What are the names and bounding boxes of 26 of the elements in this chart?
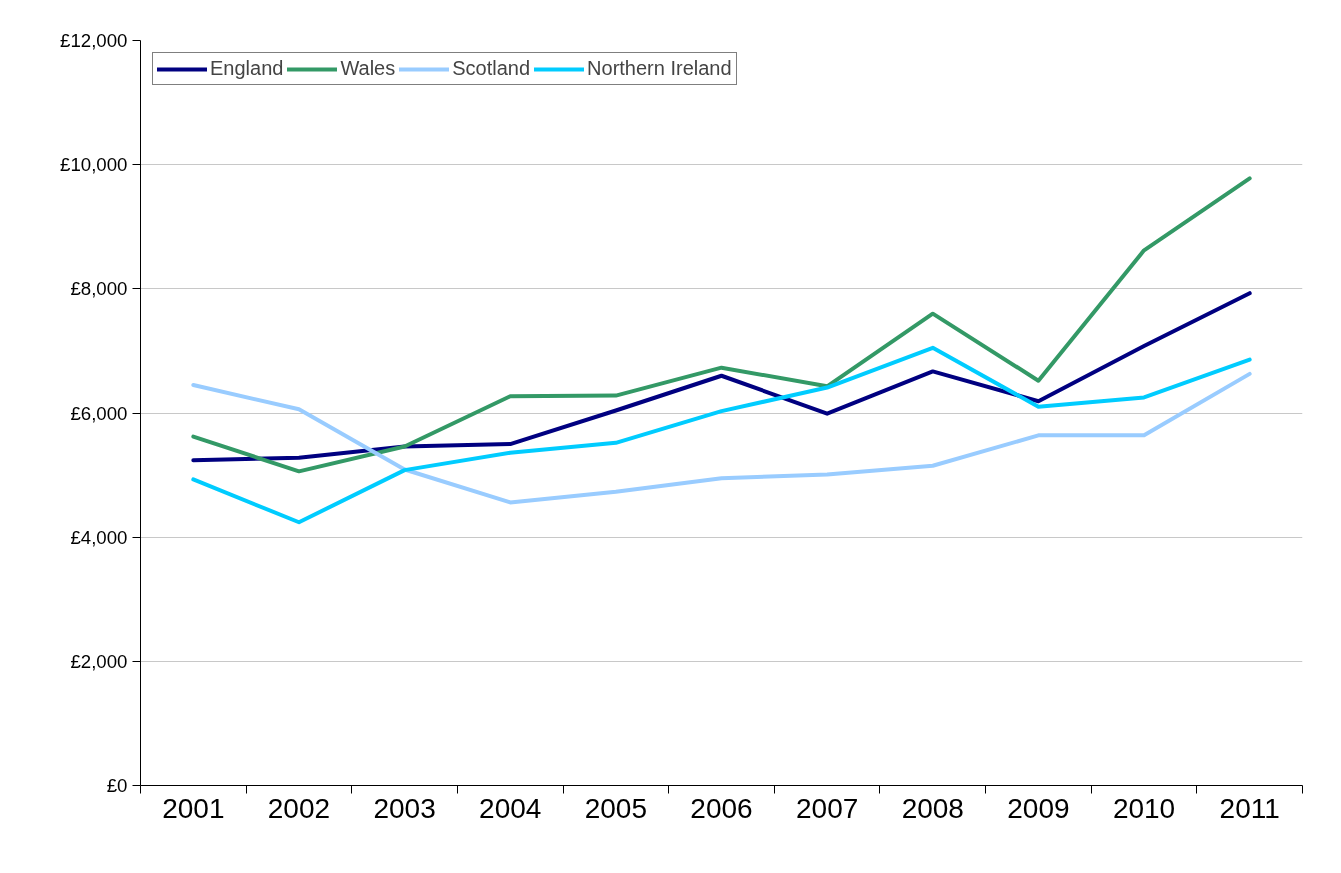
x-tick-label: 2006 <box>690 792 753 824</box>
line-series <box>191 345 1252 525</box>
legend-label: Scotland <box>452 57 531 80</box>
x-tick-label: 2004 <box>479 792 542 824</box>
legend-label: Northern Ireland <box>587 57 732 80</box>
x-tick-label: 2005 <box>584 792 648 824</box>
x-tick-label: 2001 <box>162 792 225 824</box>
line-series <box>191 371 1252 505</box>
x-tick-label: 2010 <box>1112 792 1176 824</box>
y-tick-label: £6,000 <box>70 402 128 424</box>
legend-label: England <box>210 57 284 80</box>
line-series <box>191 176 1252 474</box>
line-series <box>191 291 1252 463</box>
y-tick-label: £12,000 <box>60 30 128 51</box>
y-tick-label: £8,000 <box>70 278 128 300</box>
x-tick-label: 2009 <box>1007 792 1070 824</box>
legend-label: Wales <box>340 57 396 80</box>
x-tick-label: 2002 <box>267 792 331 824</box>
x-tick-label: 2003 <box>373 792 436 824</box>
x-tick-label: 2011 <box>1219 792 1280 824</box>
x-tick-label: 2007 <box>795 792 859 824</box>
y-tick-label: £0 <box>106 775 128 796</box>
y-tick-label: £4,000 <box>70 526 128 548</box>
x-tick-label: 2008 <box>901 792 964 824</box>
y-tick-label: £10,000 <box>60 154 128 176</box>
y-tick-label: £2,000 <box>70 650 128 672</box>
